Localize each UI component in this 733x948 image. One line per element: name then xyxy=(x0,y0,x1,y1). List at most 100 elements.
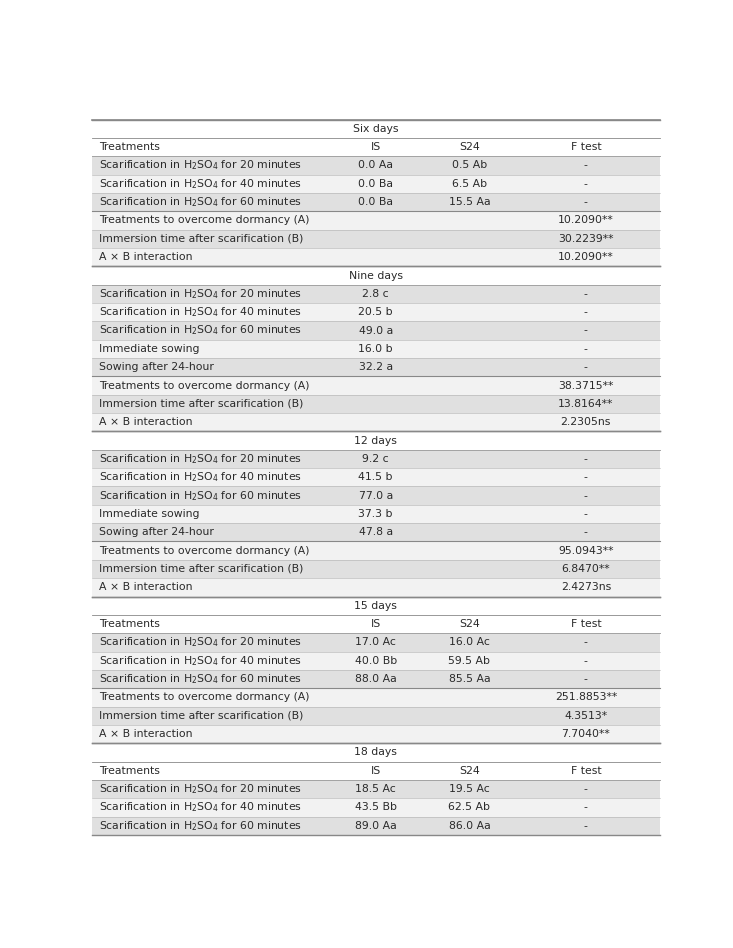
Bar xyxy=(92,486,660,504)
Bar xyxy=(92,761,660,780)
Text: 0.0 Aa: 0.0 Aa xyxy=(358,160,393,171)
Text: -: - xyxy=(584,362,588,373)
Text: 19.5 Ac: 19.5 Ac xyxy=(449,784,490,794)
Text: Scarification in $\mathrm{H_2SO_4}$ for 20 minutes: Scarification in $\mathrm{H_2SO_4}$ for … xyxy=(99,287,302,301)
Text: 59.5 Ab: 59.5 Ab xyxy=(449,656,490,665)
Text: F test: F test xyxy=(570,619,601,629)
Text: -: - xyxy=(584,637,588,647)
Text: 62.5 Ab: 62.5 Ab xyxy=(449,802,490,812)
Text: Treatments to overcome dormancy (A): Treatments to overcome dormancy (A) xyxy=(99,215,309,226)
Text: Scarification in $\mathrm{H_2SO_4}$ for 20 minutes: Scarification in $\mathrm{H_2SO_4}$ for … xyxy=(99,635,302,649)
Text: -: - xyxy=(584,821,588,830)
Text: A × B interaction: A × B interaction xyxy=(99,582,193,592)
Text: 2.2305ns: 2.2305ns xyxy=(561,417,611,428)
Text: -: - xyxy=(584,344,588,354)
Text: 49.0 a: 49.0 a xyxy=(358,325,393,336)
Text: 10.2090**: 10.2090** xyxy=(558,215,614,226)
Text: Scarification in $\mathrm{H_2SO_4}$ for 60 minutes: Scarification in $\mathrm{H_2SO_4}$ for … xyxy=(99,672,302,686)
Text: -: - xyxy=(584,472,588,483)
Text: 37.3 b: 37.3 b xyxy=(358,509,393,519)
Bar xyxy=(92,706,660,725)
Text: Scarification in $\mathrm{H_2SO_4}$ for 40 minutes: Scarification in $\mathrm{H_2SO_4}$ for … xyxy=(99,305,302,319)
Text: -: - xyxy=(584,491,588,501)
Bar xyxy=(92,431,660,449)
Text: 6.5 Ab: 6.5 Ab xyxy=(452,179,487,189)
Bar xyxy=(92,413,660,431)
Text: 88.0 Aa: 88.0 Aa xyxy=(355,674,397,684)
Text: 9.2 c: 9.2 c xyxy=(362,454,389,464)
Text: 251.8853**: 251.8853** xyxy=(555,692,617,702)
Bar xyxy=(92,193,660,211)
Text: 0.0 Ba: 0.0 Ba xyxy=(358,179,393,189)
Bar xyxy=(92,174,660,193)
Text: 0.0 Ba: 0.0 Ba xyxy=(358,197,393,208)
Text: 2.8 c: 2.8 c xyxy=(362,289,389,299)
Text: -: - xyxy=(584,527,588,538)
Text: IS: IS xyxy=(371,142,380,152)
Bar xyxy=(92,156,660,174)
Text: Sowing after 24-hour: Sowing after 24-hour xyxy=(99,362,214,373)
Text: -: - xyxy=(584,784,588,794)
Bar xyxy=(92,780,660,798)
Text: 6.8470**: 6.8470** xyxy=(561,564,610,574)
Bar xyxy=(92,615,660,633)
Text: A × B interaction: A × B interaction xyxy=(99,417,193,428)
Text: 30.2239**: 30.2239** xyxy=(558,234,614,244)
Text: 38.3715**: 38.3715** xyxy=(558,380,614,391)
Text: Immersion time after scarification (B): Immersion time after scarification (B) xyxy=(99,711,303,720)
Text: 16.0 b: 16.0 b xyxy=(358,344,393,354)
Bar xyxy=(92,376,660,394)
Bar xyxy=(92,248,660,266)
Text: -: - xyxy=(584,674,588,684)
Text: Immediate sowing: Immediate sowing xyxy=(99,509,199,519)
Bar xyxy=(92,119,660,138)
Bar xyxy=(92,321,660,339)
Bar xyxy=(92,284,660,303)
Text: A × B interaction: A × B interaction xyxy=(99,729,193,739)
Text: IS: IS xyxy=(371,766,380,775)
Text: Six days: Six days xyxy=(353,124,399,134)
Text: -: - xyxy=(584,160,588,171)
Text: Scarification in $\mathrm{H_2SO_4}$ for 60 minutes: Scarification in $\mathrm{H_2SO_4}$ for … xyxy=(99,195,302,210)
Bar xyxy=(92,211,660,229)
Bar xyxy=(92,303,660,321)
Text: Treatments to overcome dormancy (A): Treatments to overcome dormancy (A) xyxy=(99,692,309,702)
Text: -: - xyxy=(584,656,588,665)
Text: Immediate sowing: Immediate sowing xyxy=(99,344,199,354)
Bar xyxy=(92,523,660,541)
Bar xyxy=(92,725,660,743)
Text: Treatments: Treatments xyxy=(99,619,160,629)
Bar xyxy=(92,358,660,376)
Bar xyxy=(92,394,660,413)
Bar xyxy=(92,138,660,156)
Text: 4.3513*: 4.3513* xyxy=(564,711,608,720)
Bar xyxy=(92,670,660,688)
Text: 12 days: 12 days xyxy=(354,435,397,446)
Text: F test: F test xyxy=(570,142,601,152)
Bar xyxy=(92,688,660,706)
Text: 16.0 Ac: 16.0 Ac xyxy=(449,637,490,647)
Text: Scarification in $\mathrm{H_2SO_4}$ for 40 minutes: Scarification in $\mathrm{H_2SO_4}$ for … xyxy=(99,470,302,484)
Text: Scarification in $\mathrm{H_2SO_4}$ for 20 minutes: Scarification in $\mathrm{H_2SO_4}$ for … xyxy=(99,452,302,465)
Bar xyxy=(92,504,660,523)
Text: S24: S24 xyxy=(459,619,480,629)
Text: -: - xyxy=(584,802,588,812)
Text: 40.0 Bb: 40.0 Bb xyxy=(355,656,397,665)
Text: Scarification in $\mathrm{H_2SO_4}$ for 60 minutes: Scarification in $\mathrm{H_2SO_4}$ for … xyxy=(99,819,302,832)
Text: -: - xyxy=(584,197,588,208)
Text: 15 days: 15 days xyxy=(354,601,397,611)
Text: Scarification in $\mathrm{H_2SO_4}$ for 60 minutes: Scarification in $\mathrm{H_2SO_4}$ for … xyxy=(99,323,302,337)
Text: 77.0 a: 77.0 a xyxy=(358,491,393,501)
Text: -: - xyxy=(584,179,588,189)
Text: Nine days: Nine days xyxy=(349,270,402,281)
Text: -: - xyxy=(584,289,588,299)
Text: IS: IS xyxy=(371,619,380,629)
Text: Scarification in $\mathrm{H_2SO_4}$ for 40 minutes: Scarification in $\mathrm{H_2SO_4}$ for … xyxy=(99,177,302,191)
Bar xyxy=(92,798,660,816)
Text: 13.8164**: 13.8164** xyxy=(558,399,614,409)
Bar xyxy=(92,229,660,248)
Bar xyxy=(92,596,660,615)
Text: Scarification in $\mathrm{H_2SO_4}$ for 20 minutes: Scarification in $\mathrm{H_2SO_4}$ for … xyxy=(99,158,302,173)
Text: Immersion time after scarification (B): Immersion time after scarification (B) xyxy=(99,564,303,574)
Text: Treatments to overcome dormancy (A): Treatments to overcome dormancy (A) xyxy=(99,546,309,556)
